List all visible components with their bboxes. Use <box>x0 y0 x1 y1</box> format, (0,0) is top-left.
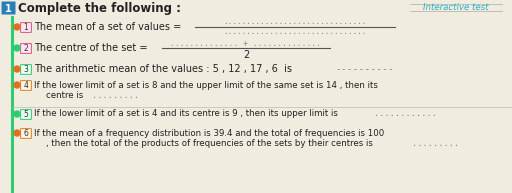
Circle shape <box>14 111 20 117</box>
Text: 1: 1 <box>5 3 12 14</box>
Text: ............: ............ <box>374 109 437 119</box>
Circle shape <box>14 130 20 136</box>
Text: If the mean of a frequency distribution is 39.4 and the total of frequencies is : If the mean of a frequency distribution … <box>34 129 384 137</box>
Text: The arithmetic mean of the values : 5 , 12 , 17 , 6  is: The arithmetic mean of the values : 5 , … <box>34 64 292 74</box>
Circle shape <box>14 24 20 30</box>
Text: ...............................: ............................... <box>223 27 367 36</box>
Text: ...............................: ............................... <box>223 18 367 26</box>
FancyBboxPatch shape <box>20 129 31 138</box>
Circle shape <box>14 66 20 72</box>
Text: .............. + ..............: .............. + .............. <box>170 38 322 47</box>
Text: .........: ......... <box>92 91 139 101</box>
Text: 6: 6 <box>24 129 29 138</box>
Text: 2: 2 <box>24 44 28 53</box>
Text: If the lower limit of a set is 4 and its centre is 9 , then its upper limit is: If the lower limit of a set is 4 and its… <box>34 109 338 119</box>
Text: 5: 5 <box>24 110 29 119</box>
Text: Complete the following :: Complete the following : <box>18 2 181 15</box>
Text: , then the total of the products of frequencies of the sets by their centres is: , then the total of the products of freq… <box>46 140 373 148</box>
Text: Interactive test: Interactive test <box>423 3 489 12</box>
Circle shape <box>14 45 20 51</box>
Text: centre is: centre is <box>46 91 83 101</box>
Text: .........: ......... <box>412 140 459 148</box>
Text: 4: 4 <box>24 81 29 90</box>
Text: The mean of a set of values =: The mean of a set of values = <box>34 22 181 32</box>
FancyBboxPatch shape <box>20 23 31 32</box>
FancyBboxPatch shape <box>20 110 31 119</box>
Text: 2: 2 <box>243 50 249 60</box>
Text: The centre of the set =: The centre of the set = <box>34 43 147 53</box>
Text: 3: 3 <box>24 65 29 74</box>
FancyBboxPatch shape <box>20 65 31 74</box>
Circle shape <box>14 82 20 88</box>
Text: If the lower limit of a set is 8 and the upper limit of the same set is 14 , the: If the lower limit of a set is 8 and the… <box>34 80 378 90</box>
Text: 1: 1 <box>24 23 28 32</box>
FancyBboxPatch shape <box>2 2 15 14</box>
FancyBboxPatch shape <box>20 44 31 53</box>
FancyBboxPatch shape <box>20 81 31 90</box>
Text: ----------: ---------- <box>335 64 394 74</box>
